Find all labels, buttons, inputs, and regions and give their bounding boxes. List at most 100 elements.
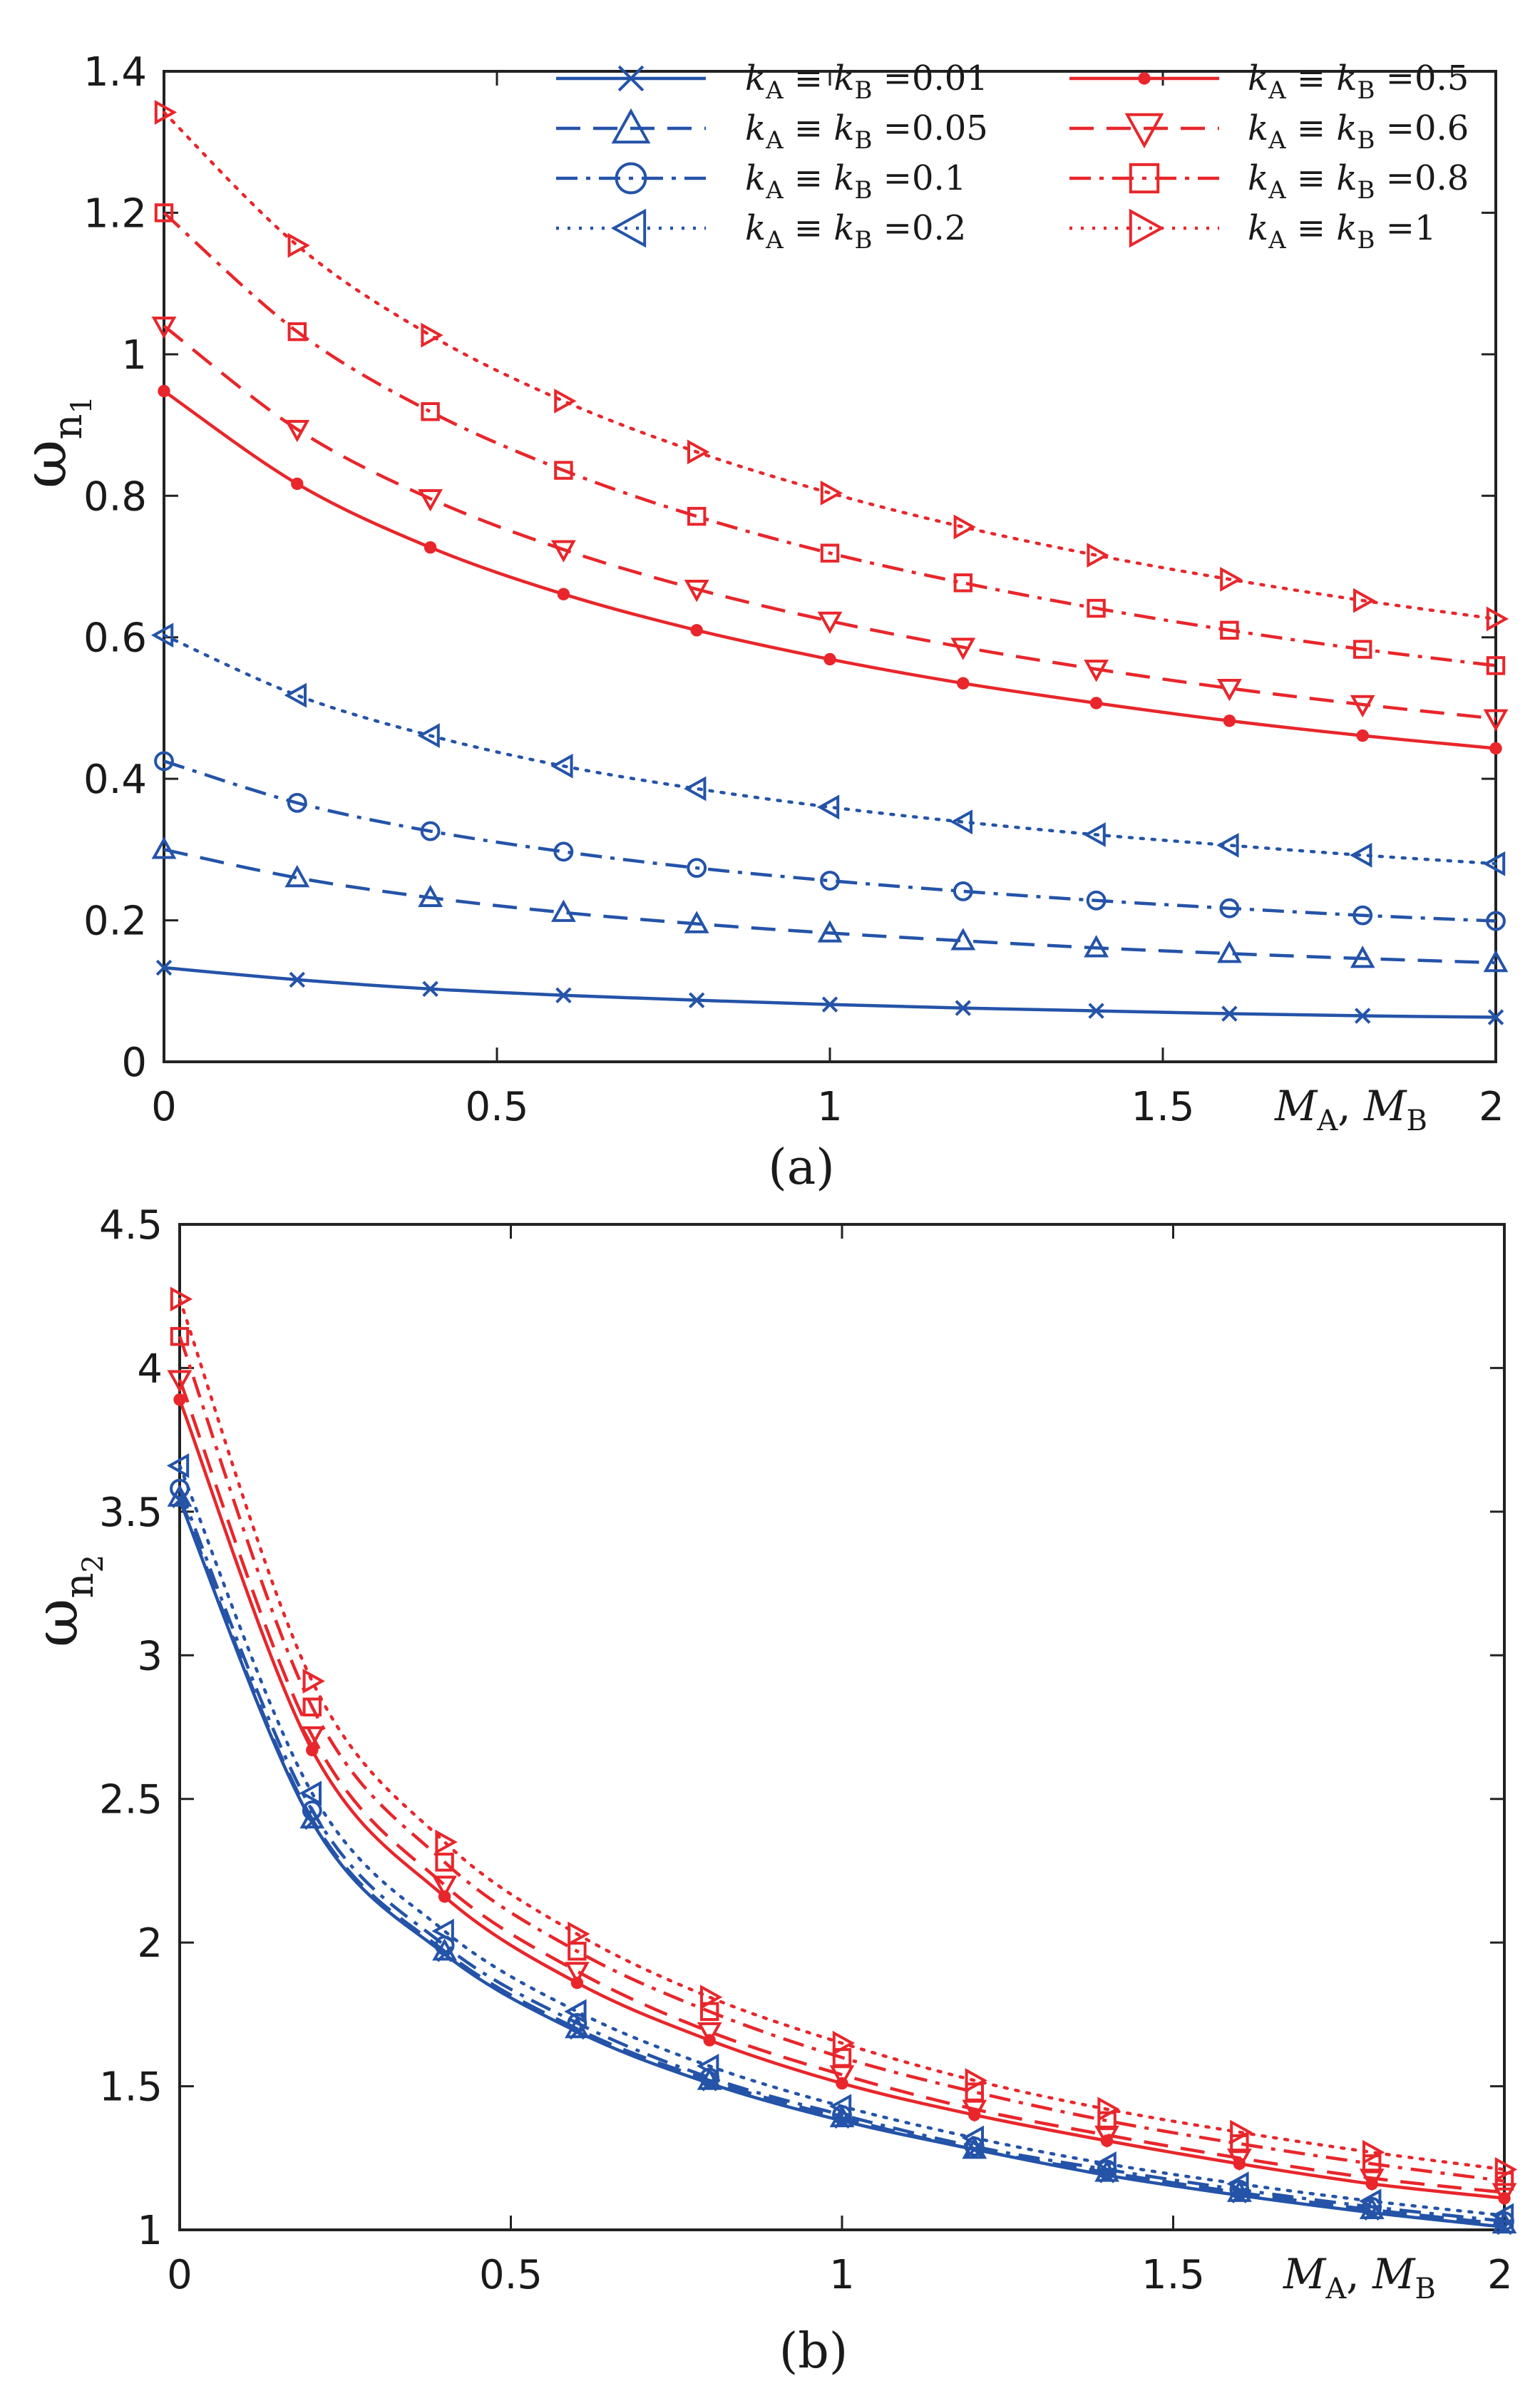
data-point — [422, 981, 438, 998]
legend-label: kA ≡ kB =0.01 — [745, 58, 988, 105]
y-tick-label: 4.5 — [99, 1202, 163, 1249]
x-tick-label: 1 — [817, 1084, 843, 1130]
data-point — [289, 971, 306, 988]
data-point — [423, 541, 437, 554]
data-point — [432, 1875, 457, 1898]
x-tick-label: 0 — [151, 1084, 177, 1130]
chart-panel-b: 0 0.5 1 1.5 2 1 1.5 2 2.5 3 3.5 4 4.5 ωn2 MA, MB (b) — [21, 1202, 1518, 2380]
data-point — [1350, 842, 1372, 868]
data-point — [953, 514, 976, 540]
data-point — [551, 899, 576, 922]
legend-marker — [1129, 163, 1160, 194]
data-point — [1491, 2203, 1514, 2228]
legend-label: kA ≡ kB =1 — [1248, 208, 1437, 255]
data-point — [421, 322, 443, 348]
y-tick-label: 0.6 — [83, 615, 147, 662]
series-line — [178, 1464, 1506, 2218]
data-point — [820, 543, 840, 563]
data-point — [421, 402, 440, 421]
legend-label: kA ≡ kB =0.8 — [1248, 158, 1469, 205]
data-point — [687, 506, 707, 526]
data-point — [684, 911, 709, 933]
legend-label: kA ≡ kB =0.2 — [745, 208, 966, 255]
data-point — [1220, 620, 1239, 640]
data-point — [154, 100, 178, 125]
legend-marker — [617, 65, 645, 92]
data-point — [965, 2068, 987, 2093]
y-axis-label: ωn1 — [10, 396, 98, 488]
data-point — [1489, 742, 1502, 755]
data-point — [158, 384, 170, 398]
data-point — [961, 2125, 984, 2151]
y-axis-label: ωn2 — [21, 1555, 110, 1647]
data-point — [700, 1985, 723, 2010]
data-point — [1487, 1009, 1504, 1025]
data-point — [1217, 678, 1242, 702]
data-point — [1486, 606, 1509, 632]
y-tick-label: 1.2 — [83, 190, 147, 237]
y-tick-label: 3 — [137, 1633, 163, 1679]
data-point — [687, 858, 707, 879]
data-point — [697, 2053, 719, 2079]
data-point — [1094, 2151, 1116, 2176]
data-point — [1087, 598, 1106, 618]
data-point — [418, 884, 443, 908]
data-point — [287, 792, 307, 813]
data-point — [1221, 1005, 1238, 1022]
data-point — [1362, 2139, 1385, 2165]
x-tick-label: 1.5 — [1131, 1084, 1194, 1130]
data-point — [950, 809, 972, 835]
data-point — [1356, 729, 1369, 742]
data-point — [1482, 851, 1506, 876]
data-point — [154, 751, 174, 772]
data-point — [1350, 695, 1375, 718]
series-line — [163, 759, 1497, 923]
data-point — [1219, 898, 1240, 918]
data-point — [832, 2030, 856, 2056]
x-tick-label: 0 — [167, 2252, 192, 2298]
data-point — [568, 1942, 587, 1961]
data-point — [302, 1697, 322, 1717]
data-point — [167, 1370, 192, 1393]
data-point — [1089, 697, 1103, 710]
legend-marker — [1129, 208, 1165, 248]
legend-marker — [1138, 72, 1151, 85]
series-line — [178, 1496, 1505, 2226]
legend-label: kA ≡ kB =0.6 — [1248, 108, 1469, 155]
x-axis-label: MA, MB — [1283, 2250, 1436, 2305]
data-point — [697, 2022, 722, 2045]
data-point — [1097, 2096, 1120, 2122]
data-point — [170, 1326, 190, 1346]
legend-marker — [611, 108, 651, 144]
legend-marker — [615, 162, 647, 195]
data-point — [150, 623, 174, 648]
data-point — [1227, 2149, 1252, 2171]
data-point — [1088, 1003, 1104, 1019]
data-point — [687, 439, 710, 465]
y-tick-label: 4 — [137, 1346, 163, 1392]
data-point — [565, 2015, 590, 2039]
data-point — [435, 1829, 458, 1855]
x-tick-label: 1 — [829, 2252, 855, 2298]
data-point — [1083, 822, 1106, 847]
series-line — [162, 111, 1498, 621]
data-point — [1087, 543, 1109, 568]
data-point — [957, 677, 970, 690]
data-point — [554, 388, 577, 414]
x-tick-label: 2 — [1479, 1084, 1504, 1130]
data-point — [1492, 2183, 1517, 2206]
legend-label: kA ≡ kB =0.05 — [745, 108, 988, 155]
legend-label: kA ≡ kB =0.5 — [1248, 58, 1469, 105]
data-point — [555, 987, 572, 1003]
data-point — [551, 540, 576, 563]
x-tick-label: 1.5 — [1141, 2252, 1205, 2298]
data-point — [955, 1000, 972, 1016]
series-line — [163, 966, 1497, 1019]
data-point — [684, 580, 709, 603]
data-point — [284, 419, 310, 443]
series-line — [178, 1297, 1506, 2171]
data-point — [1359, 2188, 1382, 2214]
data-point — [817, 920, 843, 943]
legend-marker — [610, 208, 647, 248]
data-point — [1217, 941, 1242, 963]
